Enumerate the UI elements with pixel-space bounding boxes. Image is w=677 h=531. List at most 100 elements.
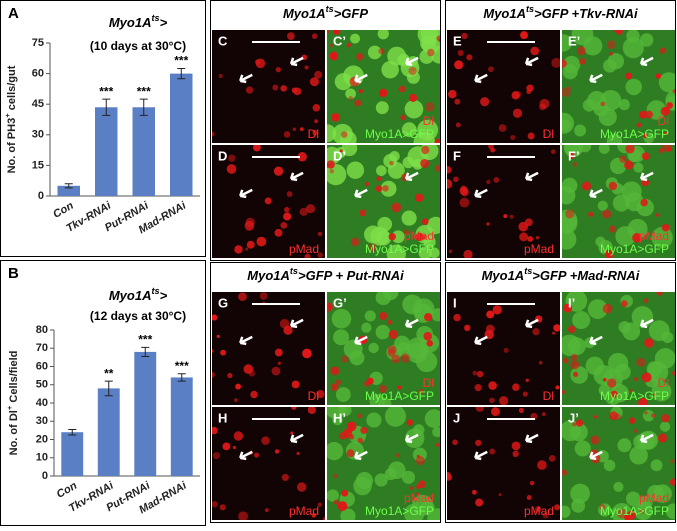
y-tick-label: 30 [32,129,44,141]
image-label: J’ [568,410,579,425]
y-tick-label: 15 [32,159,44,171]
group-header-part: Myo1A [247,268,290,283]
cell [376,176,382,182]
micrograph-bg [212,292,325,405]
cell [281,473,289,481]
cell [486,179,491,185]
cell [604,249,614,258]
nucleus [413,131,436,143]
cell [520,31,529,40]
cell [317,502,322,507]
cell [283,131,291,138]
cell [619,155,627,163]
image-label: E’ [568,33,580,48]
stain-label: Myo1A>GFP [365,504,434,518]
error-bar [139,98,148,116]
bar [132,107,155,196]
cell [341,355,349,363]
nucleus [375,324,391,340]
cell [291,380,300,389]
cell [397,385,402,390]
cell [299,207,308,216]
cell [309,77,319,87]
cell [227,372,233,379]
cell [327,302,333,312]
cell [427,48,435,57]
cell [600,101,606,107]
cell [409,486,414,491]
y-tick-label: 80 [36,324,48,336]
cell [572,162,578,167]
cell [629,389,633,393]
nucleus [369,394,385,405]
nucleus [564,145,582,157]
nucleus [353,476,372,496]
y-tick-label: 50 [36,379,48,391]
stain-label: Myo1A>GFP [600,127,669,141]
cell [590,435,600,445]
group-header-part: >GFP [334,6,369,21]
cell [633,428,638,433]
nucleus [562,64,578,80]
micrograph [327,407,440,520]
cell [486,222,490,226]
nucleus [331,308,352,329]
cell [512,383,520,391]
image-label: C’ [333,33,346,48]
micrograph [447,407,560,520]
cell [488,66,494,73]
cell [423,313,433,322]
cell [562,469,568,476]
cell [378,384,387,393]
cell [388,233,396,241]
arrow [404,56,419,67]
stain-label: Myo1A>GFP [365,242,434,256]
nucleus [595,236,606,247]
cell [435,164,440,172]
arrow [524,318,539,329]
cell [576,46,586,56]
nucleus [368,342,379,354]
nucleus [374,473,388,487]
panel-letter: B [8,265,19,282]
y-axis-label-part: cells/gut [6,65,18,113]
cell [348,434,355,440]
cell [244,220,255,231]
cell [212,349,214,353]
cell [455,122,461,128]
arrow [354,73,368,84]
bar [134,351,157,476]
nucleus [381,60,399,79]
cell [333,499,339,505]
cell [530,46,540,56]
error-bar [177,373,186,382]
arrow [639,318,654,329]
nucleus [366,412,382,428]
cell [572,371,579,378]
cell [264,197,272,205]
image-label: H [218,410,227,425]
error-bar [64,183,73,189]
cell [570,354,578,361]
cell [283,212,292,221]
stain-label: Dl [423,376,434,390]
cell [641,372,652,383]
nucleus [427,508,440,520]
cell [275,66,281,73]
cell [661,413,670,423]
nucleus [562,112,575,134]
cell [626,510,636,520]
cell [553,324,560,332]
cell [296,482,307,492]
bar [170,377,193,476]
image-label: D’ [333,148,346,163]
cell [550,149,556,155]
cell [625,145,635,154]
cell [302,348,312,359]
micrograph [447,292,560,405]
cell [503,347,509,353]
group-header-part: ts [526,4,534,14]
arrow [289,433,304,444]
arrow [524,171,539,182]
stain-label: Dl [308,389,319,403]
